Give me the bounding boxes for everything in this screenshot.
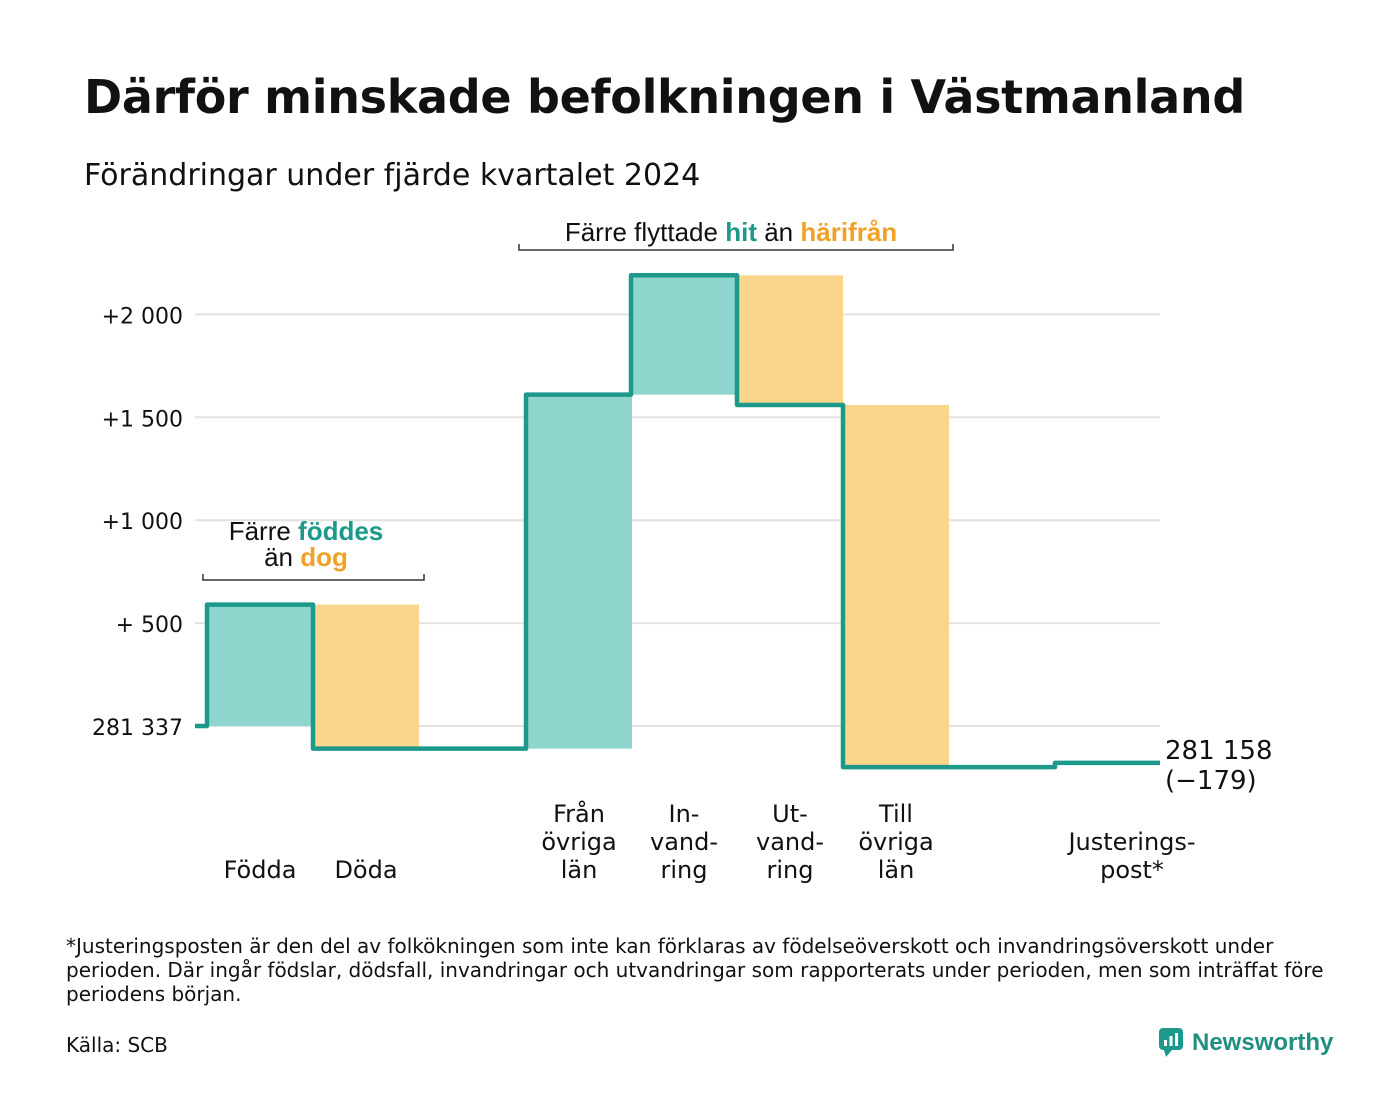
newsworthy-logo-icon [1159,1028,1183,1057]
annotation-bracket-births [202,574,425,581]
annotation-bracket-migration [518,244,954,251]
footnote: *Justeringsposten är den del av folkökni… [66,934,1324,1006]
bar-increase [631,275,737,395]
brand-logo: Newsworthy [1158,1027,1333,1059]
x-tick-label-line: ring [767,856,814,884]
running-total-line [195,273,1160,770]
annotation-part: Färre flyttade [565,217,725,247]
x-tick-label-line: län [878,856,915,884]
chart-title: Därför minskade befolkningen i Västmanla… [84,70,1245,124]
y-tick-label: +1 000 [102,510,183,535]
x-tick-label: In-vand-ring [650,800,718,884]
x-tick-label-line: In- [669,800,700,828]
x-tick-label-line: Från [553,799,605,828]
x-tick-label-line: Till [878,800,913,828]
x-tick-label-line: Ut- [772,800,808,828]
y-tick-label-start: 281 337 [92,716,183,741]
bars [207,275,949,768]
annotation-births-line2: än dog [264,542,348,572]
annotation-migration: Färre flyttade hit än härifrån [565,217,897,247]
x-tick-label-line: övriga [541,828,616,856]
x-tick-label-line: vand- [756,828,824,856]
x-tick-label-line: vand- [650,828,718,856]
x-tick-label: Från övriga län [541,799,616,884]
y-tick-label: +2 000 [102,304,183,329]
annotation-part: dog [300,542,348,572]
annotation-births-line1: Färre föddes [229,516,384,546]
source-note: Källa: SCB [66,1033,168,1057]
annotation-part: än [264,542,300,572]
bar-decrease [737,275,843,405]
x-tick-label-line: ring [661,856,708,884]
y-tick-label: + 500 [116,613,183,638]
bar-decrease [313,604,419,749]
y-tick-label: +1 500 [102,407,183,432]
annotation-part: än [757,217,800,247]
annotation-part: föddes [298,516,383,546]
x-tick-label-line: Döda [334,856,397,884]
bar-decrease [843,404,949,768]
annotation-part: härifrån [800,217,897,247]
bar-increase [207,604,313,726]
chart-subtitle: Förändringar under fjärde kvartalet 2024 [84,158,701,193]
annotation-part: Färre [229,516,298,546]
x-tick-label-line: post* [1100,856,1164,884]
x-tick-label: Justerings-post* [1066,828,1195,884]
x-tick-label: Ut-vand-ring [756,800,824,884]
x-tick-label: Till övriga län [858,800,933,884]
bar-increase [526,394,632,749]
change-value-label: (−179) [1165,766,1257,796]
x-tick-label-line: Justerings- [1066,828,1195,856]
x-tick-label-line: län [561,856,598,884]
x-tick-label-line: övriga [858,828,933,856]
brand-name: Newsworthy [1192,1029,1334,1056]
x-tick-label-line: Födda [224,856,297,884]
end-value-label: 281 158 [1165,736,1273,766]
annotation-part: hit [725,217,757,247]
x-tick-label: Döda [334,856,397,884]
x-tick-label: Födda [224,856,297,884]
